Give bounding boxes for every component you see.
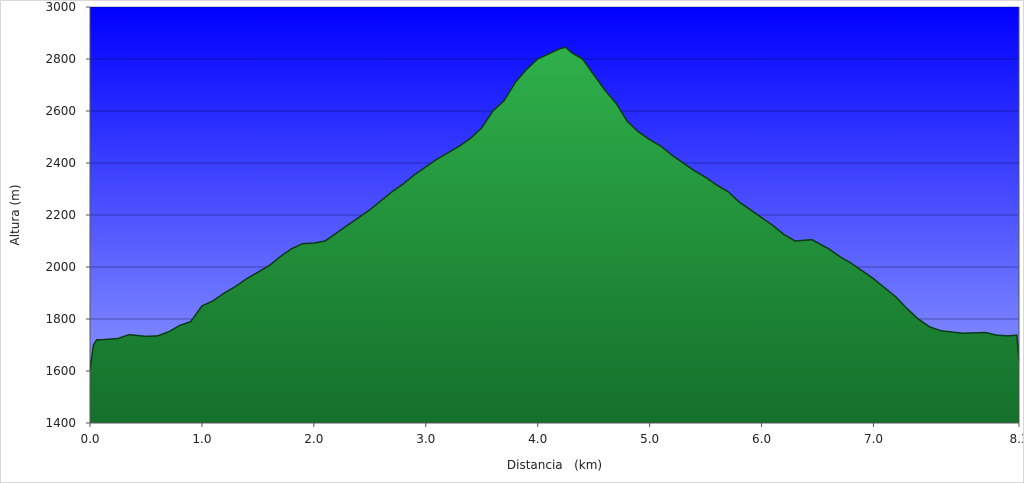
y-tick-label: 2000 xyxy=(45,260,76,274)
x-tick-label: 7.0 xyxy=(864,432,883,446)
y-tick-label: 1400 xyxy=(45,416,76,430)
x-axis-title: Distancia (km) xyxy=(507,458,602,472)
x-tick-label: 4.0 xyxy=(528,432,547,446)
y-axis-ticks: 1400 1600 1800 2000 2200 2400 2600 2800 3000 xyxy=(45,1,90,430)
x-axis-ticks: 0.0 1.0 2.0 3.0 4.0 5.0 6.0 7.0 8.3 xyxy=(80,423,1023,446)
y-tick-label: 2600 xyxy=(45,104,76,118)
x-tick-label: 0.0 xyxy=(80,432,99,446)
x-tick-label: 1.0 xyxy=(192,432,211,446)
x-tick-label: 3.0 xyxy=(416,432,435,446)
y-tick-label: 2200 xyxy=(45,208,76,222)
elevation-line xyxy=(89,46,1020,372)
y-axis-title: Altura (m) xyxy=(8,184,22,245)
y-tick-label: 2400 xyxy=(45,156,76,170)
y-tick-label: 2800 xyxy=(45,52,76,66)
x-tick-label: 8.3 xyxy=(1009,432,1023,446)
y-tick-label: 1600 xyxy=(45,364,76,378)
x-tick-label: 6.0 xyxy=(752,432,771,446)
elevation-area xyxy=(90,47,1019,424)
y-tick-label: 1800 xyxy=(45,312,76,326)
x-tick-label: 2.0 xyxy=(304,432,323,446)
y-tick-label: 3000 xyxy=(45,1,76,14)
x-tick-label: 5.0 xyxy=(640,432,659,446)
